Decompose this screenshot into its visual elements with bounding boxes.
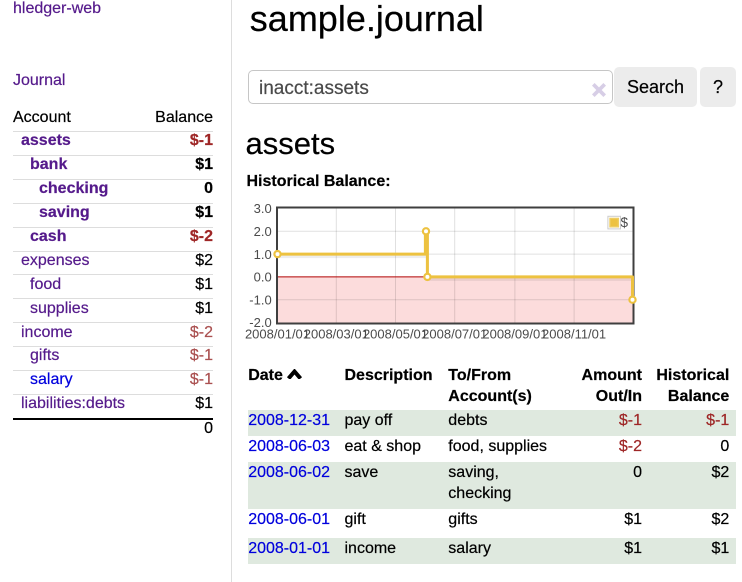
svg-text:2008/11/01: 2008/11/01 <box>542 326 606 341</box>
svg-text:2.0: 2.0 <box>254 224 272 239</box>
svg-text:$: $ <box>621 215 629 230</box>
svg-text:-2.0: -2.0 <box>249 315 271 330</box>
svg-text:3.0: 3.0 <box>254 201 272 216</box>
svg-text:-1.0: -1.0 <box>249 292 271 307</box>
svg-text:2008/09/01: 2008/09/01 <box>482 326 547 341</box>
svg-text:2008/07/01: 2008/07/01 <box>422 326 487 341</box>
svg-text:0.0: 0.0 <box>254 270 272 285</box>
svg-text:2008/03/01: 2008/03/01 <box>304 326 369 341</box>
svg-text:1.0: 1.0 <box>254 247 272 262</box>
svg-text:2008/05/01: 2008/05/01 <box>363 326 428 341</box>
svg-text:2008/01/01: 2008/01/01 <box>245 326 310 341</box>
